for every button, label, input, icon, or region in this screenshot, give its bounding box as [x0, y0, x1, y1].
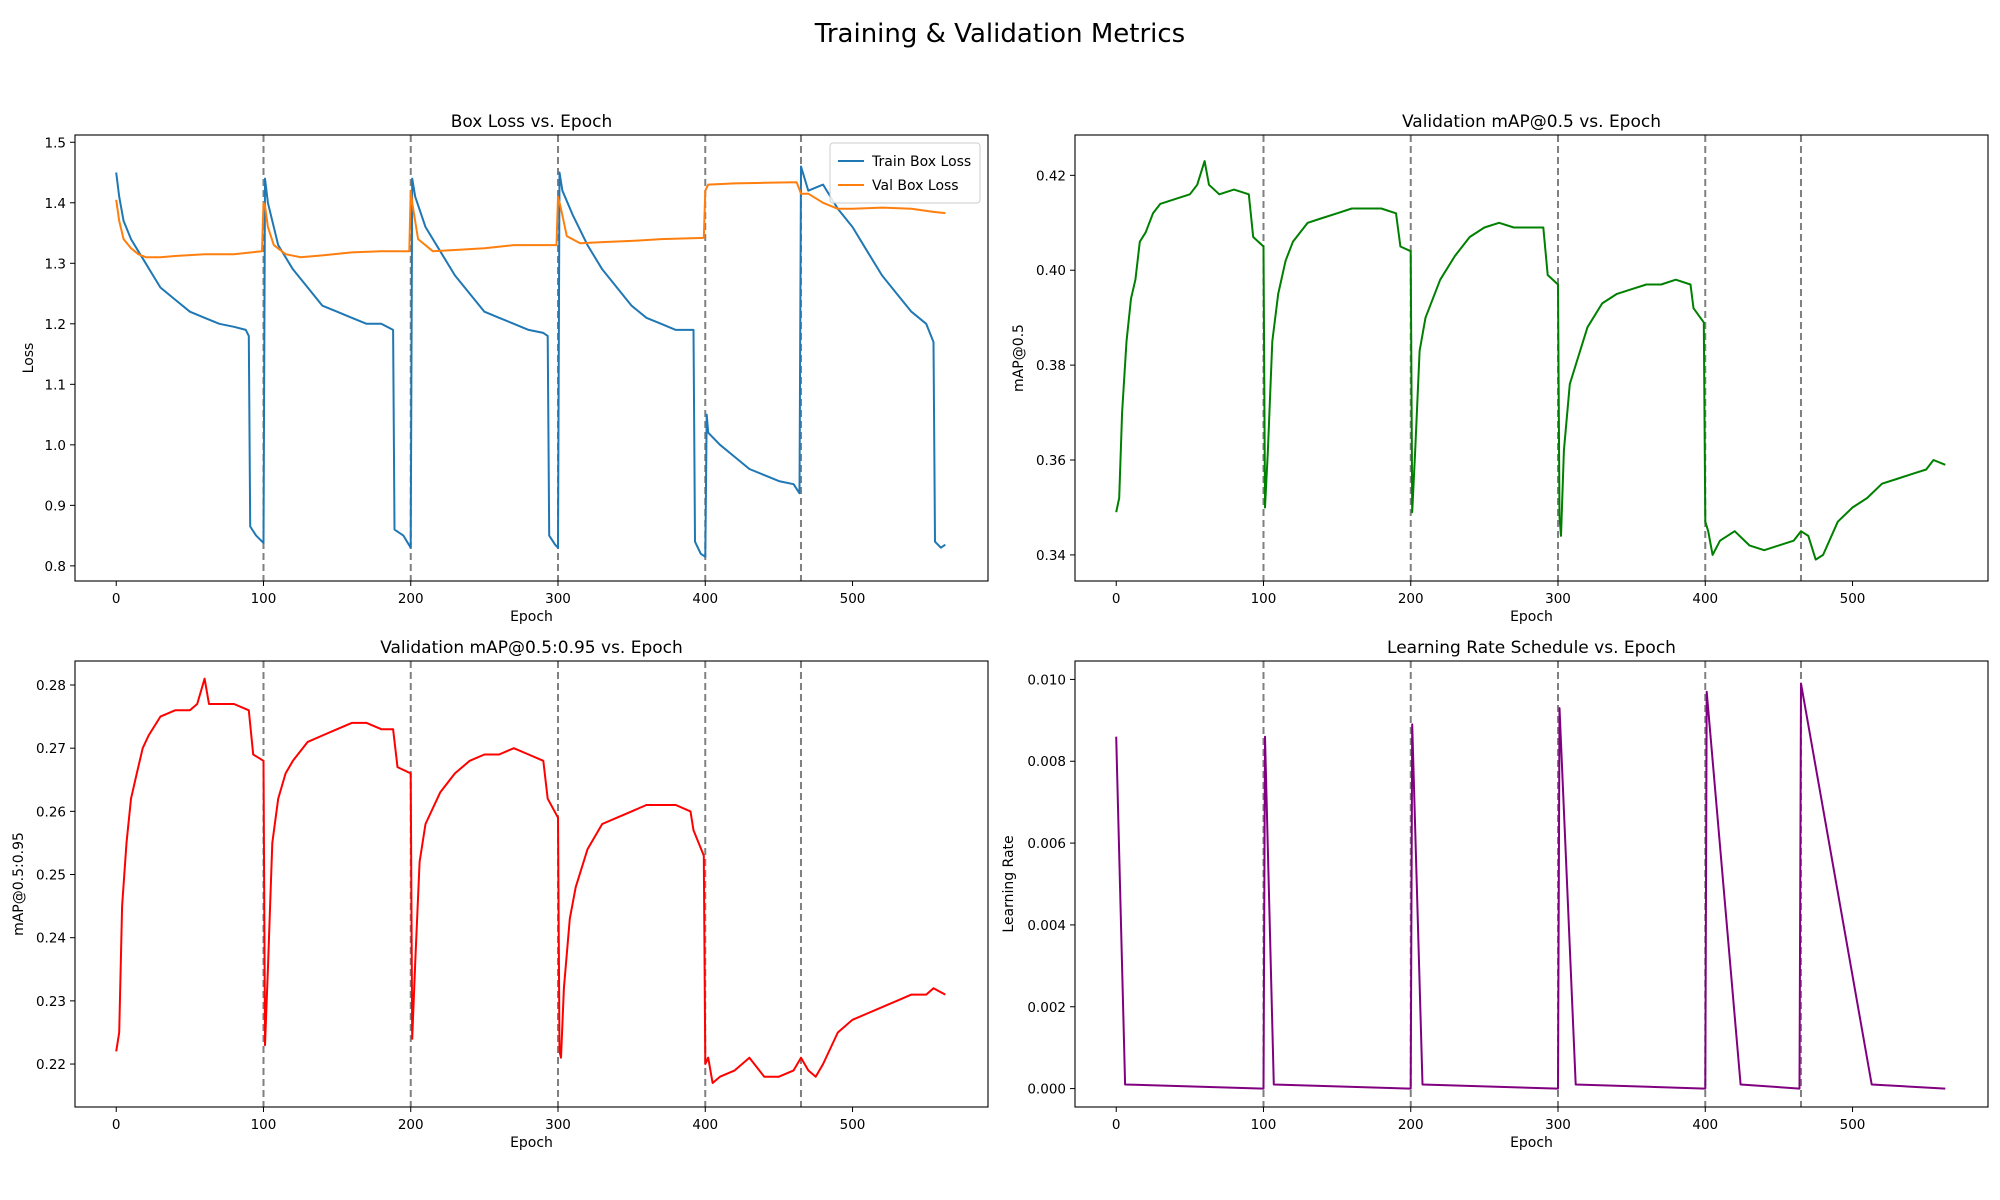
- chart-2-ytick-label-6: 0.28: [36, 678, 66, 694]
- chart-3-xtick-label-1: 100: [1251, 1117, 1277, 1133]
- chart-2-title: Validation mAP@0.5:0.95 vs. Epoch: [380, 638, 683, 658]
- chart-3-ytick-label-5: 0.010: [1027, 672, 1066, 688]
- chart-2-ytick-label-2: 0.24: [36, 931, 66, 947]
- chart-0: 0 100 200 300 400 500 0.8 0.9 1.0 1.1 1.2 1.3 1.4 1.5…: [21, 112, 989, 625]
- chart-0-title: Box Loss vs. Epoch: [451, 112, 612, 132]
- chart-2-xtick-label-2: 200: [398, 1117, 424, 1133]
- chart-2-ytick-label-5: 0.27: [36, 741, 66, 757]
- chart-2-axes-frame: [74, 660, 989, 1108]
- chart-2-ytick-label-0: 0.22: [36, 1057, 66, 1073]
- chart-2-xtick-label-5: 500: [840, 1117, 866, 1133]
- chart-0-xtick-label-0: 0: [112, 591, 121, 607]
- chart-2-ytick-label-1: 0.23: [36, 994, 66, 1010]
- chart-2-xtick-label-1: 100: [251, 1117, 277, 1133]
- chart-0-axes-frame: [74, 134, 989, 582]
- figure-title: Training & Validation Metrics: [814, 19, 1185, 49]
- chart-3-xlabel: Epoch: [1510, 1135, 1553, 1151]
- chart-0-xtick-label-4: 400: [692, 591, 718, 607]
- chart-3-xtick-label-4: 400: [1692, 1117, 1718, 1133]
- chart-3: 0 100 200 300 400 500 0.000 0.002 0.004 0.006 0.00…: [1001, 638, 1989, 1151]
- chart-2-xtick-label-0: 0: [112, 1117, 121, 1133]
- chart-3-series-0-line: [1115, 682, 1946, 1090]
- chart-3-xtick-label-5: 500: [1840, 1117, 1866, 1133]
- chart-0-legend: Train Box Loss Val Box Loss: [829, 142, 981, 204]
- chart-1-xtick-label-0: 0: [1112, 591, 1121, 607]
- chart-0-ytick-label-2: 1.0: [45, 438, 66, 454]
- chart-0-legend-label-0: Train Box Loss: [871, 154, 971, 170]
- chart-3-xtick-label-0: 0: [1112, 1117, 1121, 1133]
- chart-3-ylabel: Learning Rate: [1001, 835, 1017, 932]
- chart-1-ytick-label-4: 0.42: [1036, 168, 1066, 184]
- chart-1-xlabel: Epoch: [1510, 609, 1553, 625]
- chart-1-ytick-label-0: 0.34: [1036, 548, 1066, 564]
- chart-2-series-0-line: [115, 677, 946, 1084]
- chart-0-ytick-label-3: 1.1: [45, 377, 66, 393]
- chart-1-xtick-label-2: 200: [1398, 591, 1424, 607]
- chart-0-ytick-label-5: 1.3: [45, 256, 66, 272]
- chart-1-ytick-label-2: 0.38: [1036, 358, 1066, 374]
- charts: 0 100 200 300 400 500 0.8 0.9 1.0 1.1 1.2 1.3 1.4 1.5…: [11, 112, 1989, 1151]
- chart-3-xtick-label-2: 200: [1398, 1117, 1424, 1133]
- chart-2-xlabel: Epoch: [510, 1135, 553, 1151]
- chart-0-legend-box: [829, 142, 981, 204]
- chart-1-xtick-label-4: 400: [1692, 591, 1718, 607]
- chart-1: 0 100 200 300 400 500 0.34 0.36 0.38 0.40 0.42 Vali…: [1011, 112, 1989, 625]
- chart-1-xtick-label-3: 300: [1545, 591, 1571, 607]
- chart-0-ylabel: Loss: [21, 343, 37, 374]
- chart-3-ytick-label-2: 0.004: [1027, 918, 1066, 934]
- chart-1-ylabel: mAP@0.5: [1011, 324, 1027, 392]
- chart-0-xlabel: Epoch: [510, 609, 553, 625]
- chart-3-ytick-label-0: 0.000: [1027, 1082, 1066, 1098]
- chart-0-xtick-label-3: 300: [545, 591, 571, 607]
- chart-0-ytick-label-6: 1.4: [45, 196, 66, 212]
- chart-1-xtick-label-1: 100: [1251, 591, 1277, 607]
- chart-1-xtick-label-5: 500: [1840, 591, 1866, 607]
- chart-0-legend-label-1: Val Box Loss: [872, 178, 959, 194]
- chart-0-xtick-label-1: 100: [251, 591, 277, 607]
- chart-3-title: Learning Rate Schedule vs. Epoch: [1387, 638, 1676, 658]
- chart-3-axes-frame: [1074, 660, 1989, 1108]
- chart-1-ytick-label-3: 0.40: [1036, 263, 1066, 279]
- chart-3-ytick-label-1: 0.002: [1027, 1000, 1066, 1016]
- chart-2-ylabel: mAP@0.5:0.95: [11, 832, 27, 936]
- chart-1-ytick-label-1: 0.36: [1036, 453, 1066, 469]
- chart-2-ytick-label-4: 0.26: [36, 804, 66, 820]
- chart-0-ytick-label-7: 1.5: [45, 135, 66, 151]
- chart-0-series-0-line: [115, 165, 946, 558]
- chart-0-ytick-label-1: 0.9: [45, 498, 66, 514]
- chart-0-xtick-label-2: 200: [398, 591, 424, 607]
- chart-0-ytick-label-4: 1.2: [45, 317, 66, 333]
- chart-3-ytick-label-4: 0.008: [1027, 754, 1066, 770]
- chart-0-ytick-label-0: 0.8: [45, 559, 66, 575]
- chart-1-title: Validation mAP@0.5 vs. Epoch: [1402, 112, 1661, 132]
- chart-2-ytick-label-3: 0.25: [36, 868, 66, 884]
- chart-2-xtick-label-3: 300: [545, 1117, 571, 1133]
- chart-1-axes-frame: [1074, 134, 1989, 582]
- chart-2: 0 100 200 300 400 500 0.22 0.23 0.24 0.25 0.26 0.27…: [11, 638, 989, 1151]
- chart-2-xtick-label-4: 400: [692, 1117, 718, 1133]
- chart-3-xtick-label-3: 300: [1545, 1117, 1571, 1133]
- chart-0-series-1-line: [115, 181, 946, 259]
- chart-0-xtick-label-5: 500: [840, 591, 866, 607]
- chart-3-ytick-label-3: 0.006: [1027, 836, 1066, 852]
- chart-1-series-0-line: [1115, 160, 1946, 561]
